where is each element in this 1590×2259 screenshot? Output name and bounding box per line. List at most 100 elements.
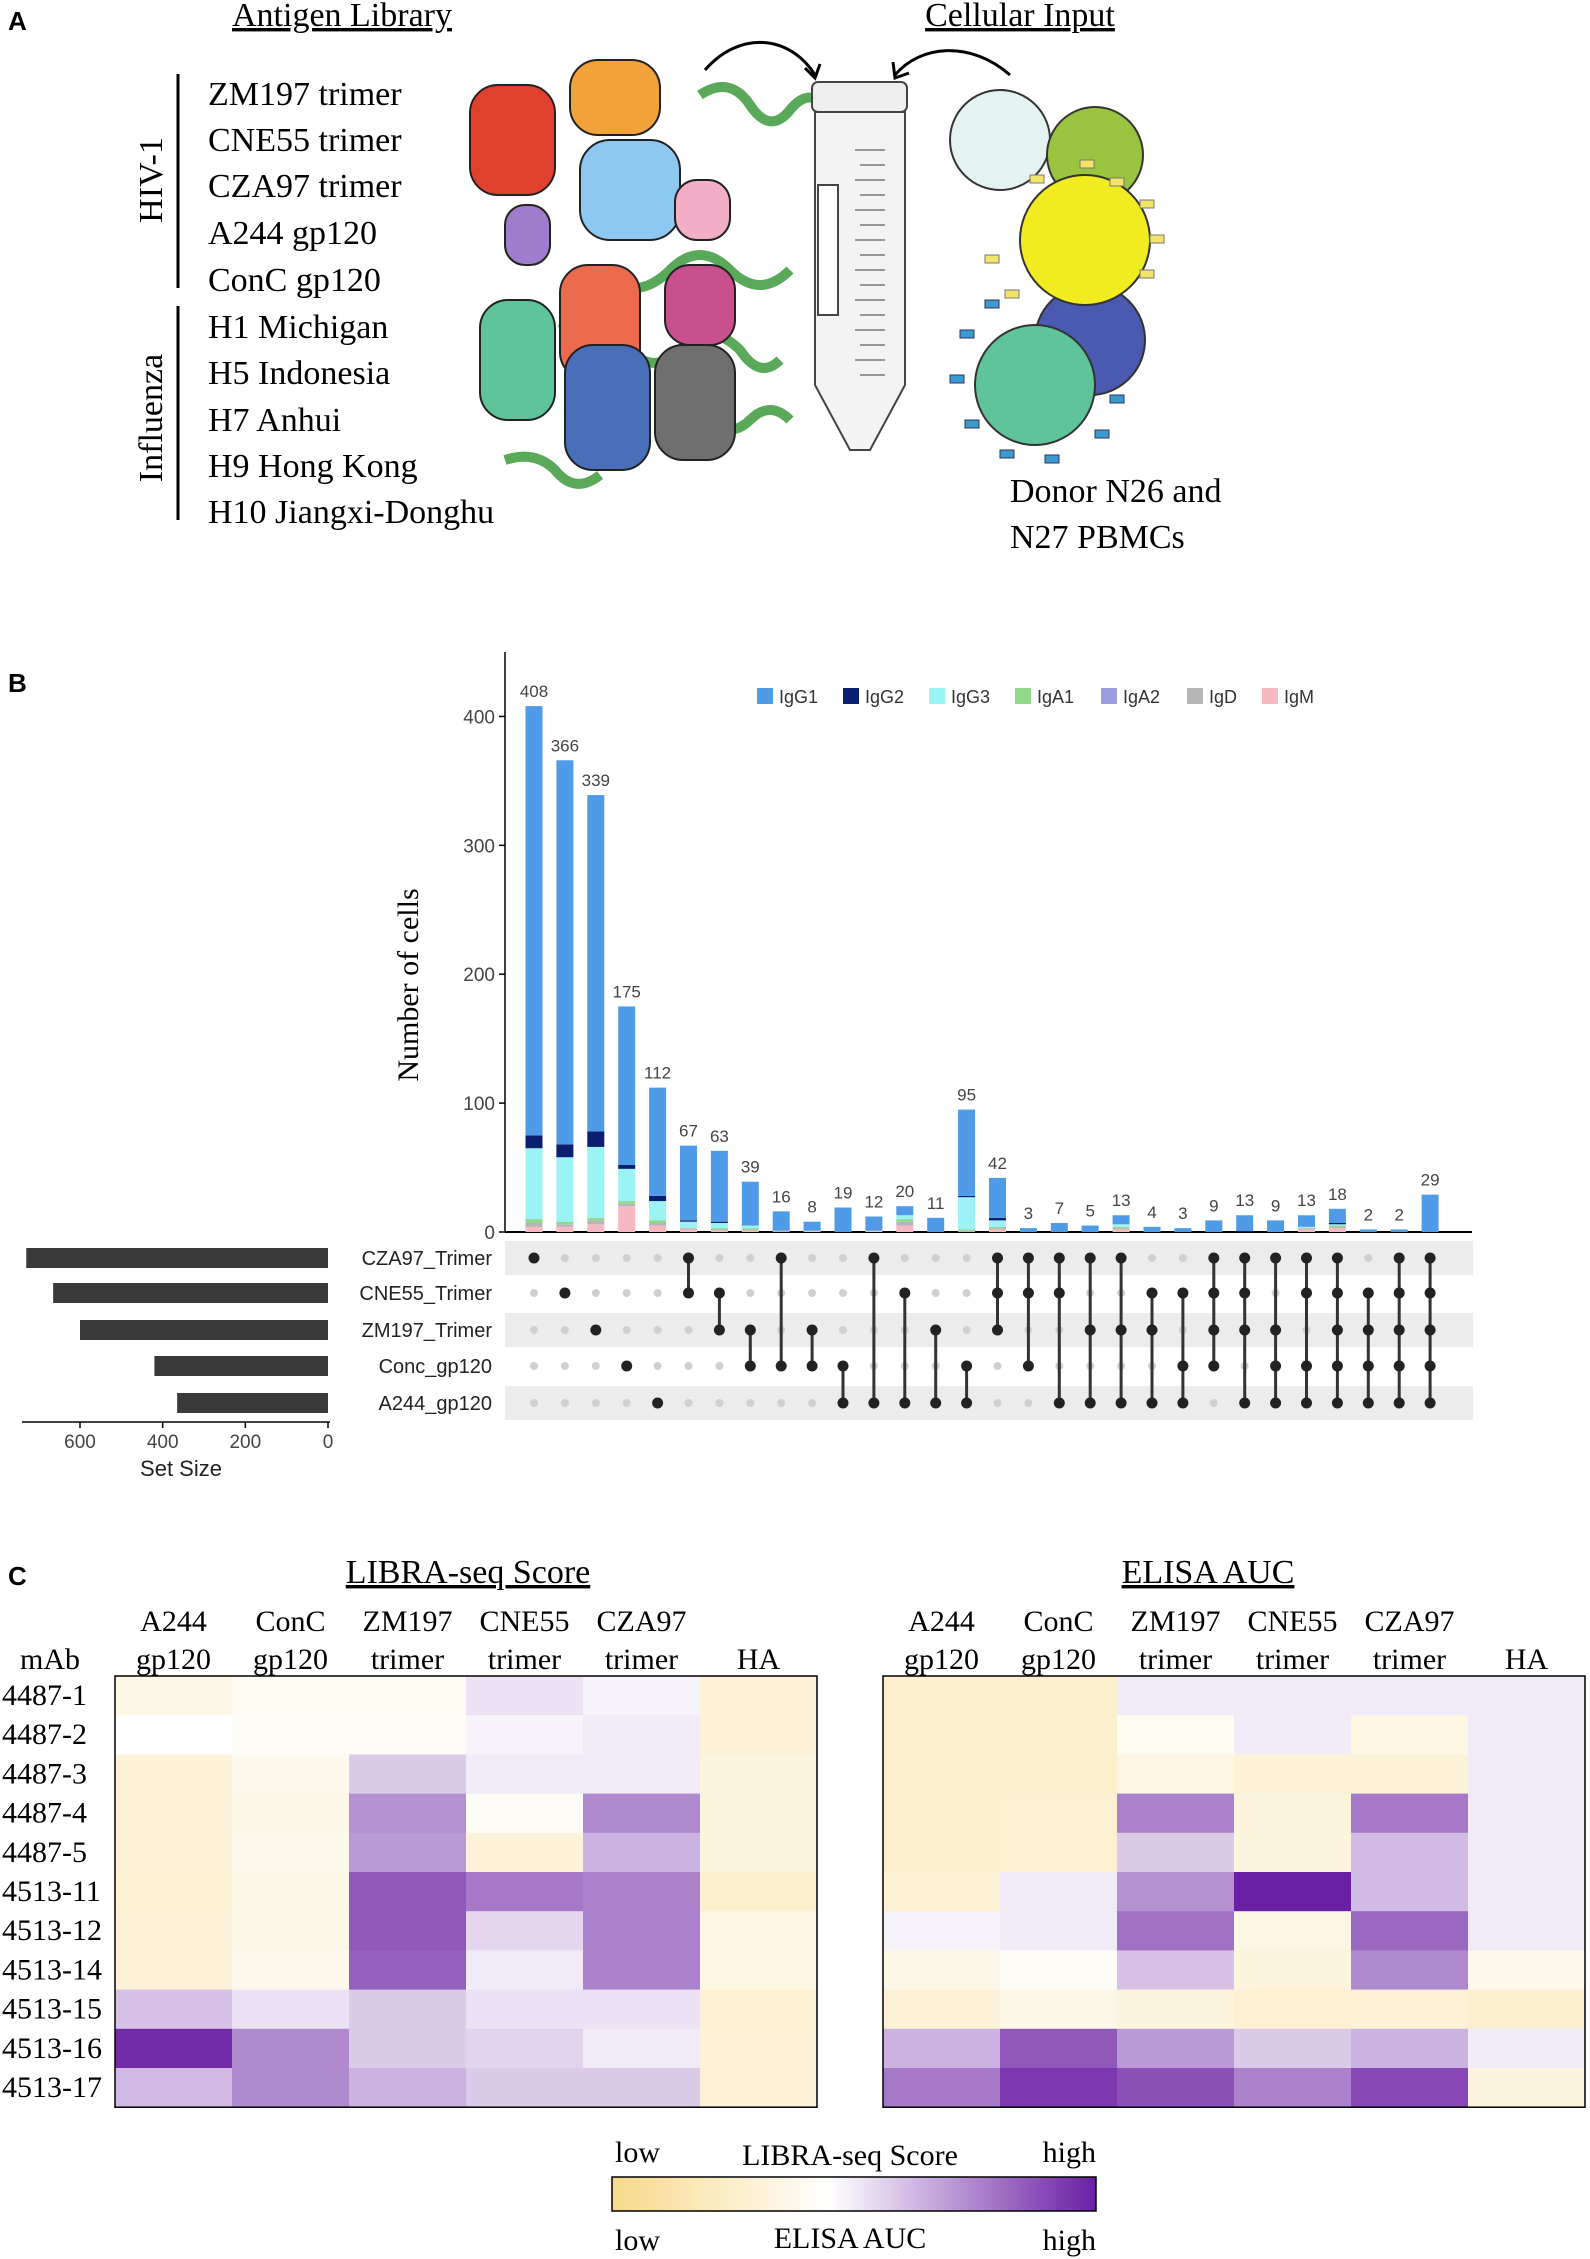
bar-segment-igd xyxy=(1112,1228,1130,1230)
antigen-blob xyxy=(664,264,736,346)
bar-segment-igm xyxy=(525,1226,543,1232)
heatmap-cell xyxy=(883,1911,1001,1951)
set-size-chart: 600 400 200 0 Set Size xyxy=(22,1248,333,1481)
matrix-dot-active xyxy=(1393,1397,1405,1409)
heatmap-cell xyxy=(1351,1989,1469,2030)
matrix-dot-inactive xyxy=(1178,1254,1187,1262)
bar-value-label: 39 xyxy=(741,1158,760,1177)
matrix-dot-active xyxy=(1053,1252,1065,1264)
heatmap-cell xyxy=(115,1832,233,1873)
heatmap-cell xyxy=(115,1911,233,1951)
matrix-dot-active xyxy=(1301,1252,1312,1264)
legend: IgG1 IgG2 IgG3 IgA1 IgA2 IgD IgM xyxy=(757,687,1314,707)
heatmap-cell xyxy=(1234,1872,1352,1912)
matrix-dot-inactive xyxy=(1209,1399,1218,1407)
bar-segment-igm xyxy=(1328,1228,1346,1232)
heatmap-cell xyxy=(700,1989,818,2030)
matrix-dot-inactive xyxy=(591,1399,600,1407)
column-label: trimer xyxy=(1373,1643,1446,1676)
bar-segment-igg1 xyxy=(1328,1208,1346,1223)
bar-segment-igg3 xyxy=(989,1220,1006,1227)
heatmap-cell xyxy=(1351,1754,1469,1795)
matrix-dot-inactive xyxy=(622,1254,631,1262)
matrix-dot-active xyxy=(837,1397,849,1409)
bar-segment-igg2 xyxy=(1328,1222,1346,1225)
bar-value-label: 19 xyxy=(834,1184,853,1203)
matrix-dot-active xyxy=(775,1360,787,1372)
matrix-dot-active xyxy=(1393,1287,1405,1299)
matrix-dot-inactive xyxy=(900,1254,909,1262)
matrix-dot-active xyxy=(992,1324,1003,1336)
set-size-tick-label: 600 xyxy=(64,1432,96,1453)
bar-segment-igg1 xyxy=(1205,1220,1223,1232)
heatmap-cell xyxy=(1351,1872,1469,1912)
matrix-dot-active xyxy=(1084,1252,1096,1264)
set-size-axis-label: Set Size xyxy=(140,1456,222,1481)
matrix-dot-active xyxy=(1022,1252,1034,1264)
matrix-dot-active xyxy=(1393,1252,1405,1264)
heatmap-cell xyxy=(232,2028,350,2069)
matrix-dot-inactive xyxy=(931,1289,940,1297)
bar-segment-igg2 xyxy=(989,1217,1006,1221)
heatmap-cell xyxy=(700,1754,818,1795)
heatmap-cell xyxy=(466,1989,584,2030)
set-label: A244_gp120 xyxy=(379,1393,492,1415)
heatmap-cell xyxy=(1468,2028,1586,2069)
heatmap-cell xyxy=(1117,1872,1235,1912)
bar-segment-igg3 xyxy=(618,1168,636,1202)
matrix-dot-active xyxy=(1301,1287,1312,1299)
heatmap-cell xyxy=(466,2028,584,2069)
row-label: 4513-16 xyxy=(2,2032,102,2065)
heatmap-cell xyxy=(115,1872,233,1912)
heatmap-cell xyxy=(115,1793,233,1834)
row-header: mAb xyxy=(20,1643,80,1676)
legend-swatch xyxy=(1187,688,1203,704)
bar-segment-igd xyxy=(1298,1228,1315,1230)
bar-segment-igg1 xyxy=(834,1207,852,1232)
matrix-dot-inactive xyxy=(839,1254,847,1262)
column-label: A244 xyxy=(908,1605,975,1638)
bar-value-label: 408 xyxy=(520,682,548,701)
heatmap-cell xyxy=(232,1872,350,1912)
bar-segment-igg1 xyxy=(927,1217,945,1232)
antigen-blob xyxy=(504,204,551,266)
bar-segment-igg1 xyxy=(1359,1229,1377,1232)
group-label-influenza: Influenza xyxy=(133,354,170,482)
bar-segment-igg3 xyxy=(1328,1224,1346,1226)
arrow-right-head xyxy=(891,61,910,81)
bar-segment-igg3 xyxy=(741,1225,759,1229)
bar-segment-igd xyxy=(587,1220,605,1225)
bar-value-label: 9 xyxy=(1271,1196,1280,1215)
matrix-dot-active xyxy=(1270,1252,1282,1264)
bar-segment-igg1 xyxy=(1421,1194,1439,1232)
heatmap-cell xyxy=(1351,2028,1469,2069)
matrix-dot-inactive xyxy=(560,1399,569,1407)
bar-segment-igg2 xyxy=(618,1164,636,1169)
heatmap-border xyxy=(114,1675,818,2108)
colorbar-high-label: high xyxy=(1043,2136,1096,2169)
matrix-dot-active xyxy=(1022,1360,1034,1372)
matrix-dot-inactive xyxy=(622,1326,631,1334)
matrix-dot-active xyxy=(1115,1324,1127,1336)
bar-segment-igg2 xyxy=(587,1131,605,1147)
matrix-dot-active xyxy=(1208,1324,1220,1336)
matrix-dot-inactive xyxy=(530,1289,538,1297)
antigen-label: A244 gp120 xyxy=(208,215,377,252)
matrix-dot-inactive xyxy=(653,1289,662,1297)
matrix-dot-inactive xyxy=(653,1326,662,1334)
matrix-dot-active xyxy=(590,1324,602,1336)
bar-segment-igg1 xyxy=(1112,1215,1130,1225)
bar-segment-igm xyxy=(710,1230,728,1232)
matrix-dot-active xyxy=(1424,1252,1436,1264)
matrix-dot-active xyxy=(1424,1360,1436,1372)
matrix-dot-inactive xyxy=(530,1326,538,1334)
column-label: ZM197 xyxy=(363,1605,453,1638)
legend-label: IgM xyxy=(1284,687,1314,707)
colorbar-high-label: high xyxy=(1043,2224,1096,2257)
bar-segment-igd xyxy=(741,1229,759,1231)
column-label: CZA97 xyxy=(597,1605,687,1638)
heatmap-cell xyxy=(466,1950,584,1991)
row-label: 4487-1 xyxy=(2,1679,87,1712)
matrix-dot-inactive xyxy=(1148,1254,1156,1262)
legend-swatch xyxy=(1262,688,1278,704)
